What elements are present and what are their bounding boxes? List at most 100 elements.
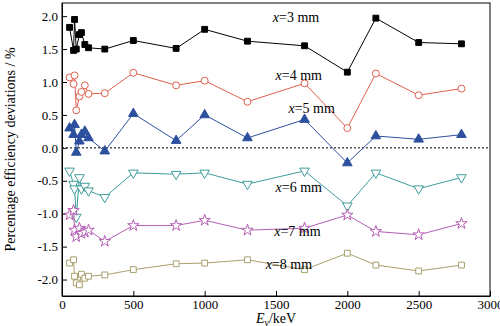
series-marker (414, 134, 424, 142)
series-marker (73, 107, 80, 114)
series-marker (373, 15, 379, 21)
series-marker (416, 268, 422, 274)
series-marker (199, 214, 210, 225)
x-tick-label: 1000 (192, 297, 218, 312)
series-marker (201, 77, 208, 84)
series-line (70, 253, 462, 285)
y-tick-label: -0.5 (37, 173, 58, 188)
y-tick: 2.0 (42, 9, 67, 24)
y-tick-label: -2.0 (37, 272, 58, 287)
series-line (70, 210, 462, 241)
series-marker (459, 41, 465, 47)
reference-line (62, 147, 490, 148)
x-tick: 1000 (192, 291, 218, 312)
x-tick-mark (276, 291, 277, 296)
series-marker (171, 171, 181, 179)
series-marker (102, 272, 108, 278)
series-annotation: x=7 mm (273, 224, 321, 239)
series-marker (344, 250, 350, 256)
x-tick-label: 1500 (264, 297, 290, 312)
series-marker (171, 135, 181, 143)
series-marker (300, 168, 310, 176)
series-marker (370, 226, 381, 237)
series-marker (202, 260, 208, 266)
x-tick: 500 (124, 291, 144, 312)
series-annotation: x=6 mm (275, 180, 323, 195)
x-tick: 2500 (406, 291, 432, 312)
x-axis: 0 500 1000 1500 2000 2500 3000 (59, 291, 500, 312)
series-marker (84, 188, 94, 196)
y-tick-mark (62, 49, 67, 50)
x-tick-label: 2000 (335, 297, 361, 312)
series-marker (200, 109, 210, 117)
series-line (70, 114, 462, 163)
series-marker (130, 38, 136, 44)
y-tick-label: 1.0 (42, 75, 58, 90)
y-tick-label: 2.0 (42, 9, 58, 24)
x-tick: 1500 (264, 291, 290, 312)
series-marker (78, 88, 85, 95)
series-annotation: x=3 mm (272, 10, 320, 25)
series-marker (86, 45, 92, 51)
series-marker (71, 72, 78, 79)
plot: 0 500 1000 1500 2000 2500 3000 -2.0 -1.5 -1.0 -0.5… (37, 3, 500, 312)
y-tick-mark (62, 280, 67, 281)
y-tick: -0.5 (37, 173, 67, 188)
plot-frame (62, 3, 490, 296)
x-tick-mark (133, 291, 134, 296)
series-marker (413, 229, 424, 240)
series-marker (101, 90, 108, 97)
series-marker (243, 181, 253, 189)
series-marker (68, 204, 79, 215)
series-marker (173, 46, 179, 52)
series-marker (302, 43, 308, 49)
series-marker (457, 129, 467, 137)
series-marker (70, 119, 80, 127)
series-marker (173, 82, 180, 89)
series-marker (129, 170, 139, 178)
series-marker (81, 82, 88, 89)
x-tick-mark (419, 291, 420, 296)
series-marker (100, 194, 110, 202)
y-tick-mark (62, 181, 67, 182)
y-tick: 1.0 (42, 75, 67, 90)
series-marker (415, 92, 422, 99)
series-marker (371, 130, 381, 138)
series-marker (72, 17, 78, 23)
y-tick-label: 0.0 (42, 141, 58, 156)
series-annotation: x=8 mm (265, 257, 313, 272)
series-marker (344, 125, 351, 132)
y-tick-label: -1.5 (37, 239, 58, 254)
x-tick-label: 0 (59, 297, 66, 312)
series-marker (70, 81, 77, 88)
y-tick: 0.5 (42, 108, 67, 123)
series-marker (130, 69, 137, 76)
y-axis-title: Percentage efficiency deviations / % (3, 47, 18, 252)
y-tick-mark (62, 115, 67, 116)
y-tick: -1.5 (37, 239, 67, 254)
series-marker (65, 168, 75, 176)
series-marker (75, 175, 85, 183)
series-marker (371, 170, 381, 178)
series-marker (73, 46, 79, 52)
x-tick: 3000 (478, 291, 500, 312)
series-marker (84, 132, 94, 140)
y-tick: 1.5 (42, 42, 67, 57)
series-marker (71, 257, 77, 263)
series-marker (130, 267, 136, 273)
series-marker (373, 262, 379, 268)
series-marker (128, 220, 139, 231)
y-tick: -1.0 (37, 206, 67, 221)
series-marker (76, 282, 82, 288)
y-tick-label: -1.0 (37, 206, 58, 221)
series-marker (243, 132, 253, 140)
series-marker (458, 85, 465, 92)
data-area (62, 15, 490, 287)
series-marker (72, 273, 78, 279)
series-marker (245, 257, 251, 263)
series-marker (200, 170, 210, 178)
series-annotation: x=4 mm (275, 68, 323, 83)
series-marker (102, 46, 108, 52)
x-axis-title: Eγ/keV (255, 311, 296, 326)
y-tick: -2.0 (37, 272, 67, 287)
